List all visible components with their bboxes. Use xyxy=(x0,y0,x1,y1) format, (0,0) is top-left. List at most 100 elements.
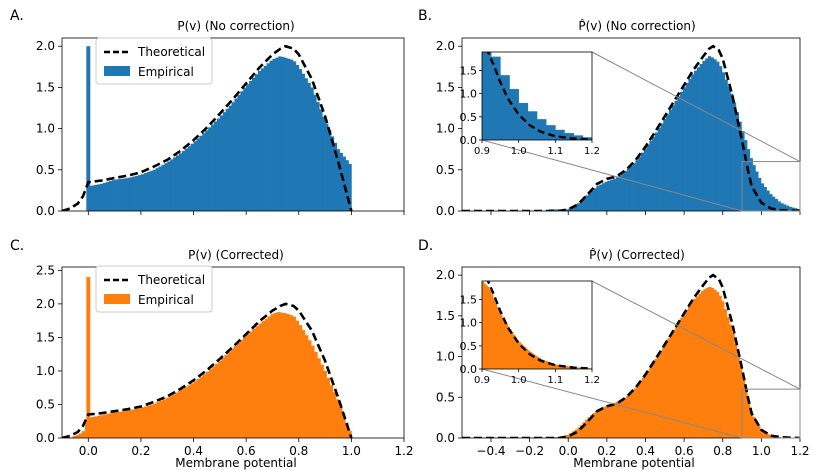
histogram-bar xyxy=(674,100,678,211)
inset-histogram-bar xyxy=(513,334,516,369)
histogram-bar xyxy=(97,184,101,211)
histogram-bar xyxy=(662,346,666,438)
panel-label: A. xyxy=(10,8,24,24)
histogram-bar xyxy=(571,206,575,211)
inset-histogram-bar xyxy=(496,307,499,369)
inset-histogram-bar xyxy=(509,89,519,140)
inset-histogram-bar xyxy=(498,311,501,369)
histogram-bar xyxy=(695,296,699,438)
inset-histogram-bar xyxy=(485,285,488,369)
histogram-bar xyxy=(174,392,179,438)
histogram-bar xyxy=(236,343,241,438)
inset-x-tick-label: 1.1 xyxy=(547,375,563,386)
histogram-bar xyxy=(685,309,689,438)
histogram-bar xyxy=(682,87,686,211)
histogram-bar xyxy=(342,156,346,211)
histogram-bar xyxy=(283,313,287,438)
histogram-bar xyxy=(659,350,663,438)
inset-histogram-bar xyxy=(520,343,523,369)
histogram-bar xyxy=(735,112,739,211)
axes-frame xyxy=(61,37,405,212)
inset-histogram-bar xyxy=(526,348,529,369)
plot-area: 0.0 0.5 1.0 1.5 2.0 2.5 0.0 0.2 0.4 0.6 0.8 1.0 1.2 xyxy=(36,263,414,458)
histogram-bar xyxy=(774,199,779,211)
histogram-bar xyxy=(320,364,324,438)
histogram-bar xyxy=(190,383,194,438)
histogram-bar xyxy=(654,358,658,438)
x-tick-label: 0.0 xyxy=(559,444,578,458)
plot-area: 0.0 0.5 1.0 1.5 2.0 xyxy=(36,37,405,218)
histogram-bar xyxy=(657,127,661,211)
inset-histogram-bar xyxy=(568,366,571,369)
inset-histogram-bar xyxy=(555,364,558,369)
histogram-bar xyxy=(585,195,589,211)
histogram-bar xyxy=(249,80,253,211)
histogram-bar xyxy=(769,194,773,211)
histogram-bar xyxy=(161,164,165,211)
zoom-connector xyxy=(591,51,801,163)
histogram-bar xyxy=(308,340,312,438)
histogram-bar xyxy=(138,175,142,211)
histogram-bar xyxy=(193,141,197,211)
y-tick-label: 1.0 xyxy=(36,364,55,378)
histogram-bar xyxy=(233,346,238,438)
histogram-bar xyxy=(158,166,162,211)
histogram-bar xyxy=(610,403,614,438)
x-tick-label: 0.4 xyxy=(184,444,203,458)
histogram-bar xyxy=(323,370,327,438)
histogram-bar xyxy=(228,105,232,211)
histogram-bar xyxy=(754,421,758,438)
histogram-bar xyxy=(295,65,300,211)
theoretical-line xyxy=(62,44,353,211)
histogram-bar xyxy=(184,148,189,211)
histogram-bar xyxy=(140,174,145,211)
inset-x-tick-label: 0.9 xyxy=(474,375,490,386)
histogram-bar xyxy=(196,138,200,211)
histogram-bar xyxy=(595,410,599,438)
histogram-bar xyxy=(325,123,329,211)
histogram-bar xyxy=(677,96,681,211)
histogram-bar xyxy=(202,374,207,438)
histogram-bar xyxy=(281,56,285,211)
histogram-bar xyxy=(249,331,253,438)
plot-area: 0.0 0.5 1.0 1.5 2.0 0.0 0.5 1.0 1.5 0.9 1.0 1.1 1.2 xyxy=(436,37,801,218)
histogram-bar xyxy=(760,183,765,211)
histogram-bar xyxy=(205,371,210,438)
histogram-bar xyxy=(746,149,751,211)
inset-histogram-bar xyxy=(549,362,553,369)
legend: Theoretical Empirical xyxy=(95,37,213,85)
panel-b: B. P̂(v) (No correction) 0.0 0.5 1.0 1.5 2.0… xyxy=(418,8,801,218)
histogram-bar xyxy=(651,362,655,438)
histogram-bar xyxy=(613,402,617,438)
histogram-bar xyxy=(269,60,273,211)
histogram-bar xyxy=(326,377,331,438)
histogram-bar xyxy=(618,175,622,211)
chart-title: P(v) (Corrected) xyxy=(188,248,284,262)
histogram-bar xyxy=(105,181,110,211)
histogram-bar xyxy=(755,171,759,211)
inset-histogram-bar xyxy=(531,353,534,369)
inset-histogram-bar xyxy=(542,359,545,369)
histogram-bar xyxy=(675,325,679,438)
histogram-bar xyxy=(218,361,222,438)
histogram-bar xyxy=(301,330,306,438)
y-tick-label: 1.5 xyxy=(436,80,455,94)
histogram-bar xyxy=(702,60,706,211)
histogram-bar xyxy=(173,157,177,211)
histogram-bar xyxy=(115,412,120,438)
histogram-bar xyxy=(577,427,581,438)
histogram-bar xyxy=(239,340,244,438)
histogram-bar xyxy=(644,374,648,438)
y-tick-label: 1.5 xyxy=(36,330,55,344)
inset-histogram-bar xyxy=(557,364,560,369)
histogram-bar xyxy=(663,118,667,211)
y-tick-label: 0.0 xyxy=(436,204,455,218)
histogram-bar xyxy=(342,414,346,438)
histogram-bar xyxy=(224,355,228,438)
histogram-bar xyxy=(721,301,725,438)
histogram-spike xyxy=(86,277,91,438)
histogram-bar xyxy=(721,72,726,211)
histogram-bar xyxy=(215,363,219,438)
histogram-bar xyxy=(666,114,670,211)
histogram-bar xyxy=(132,176,136,211)
